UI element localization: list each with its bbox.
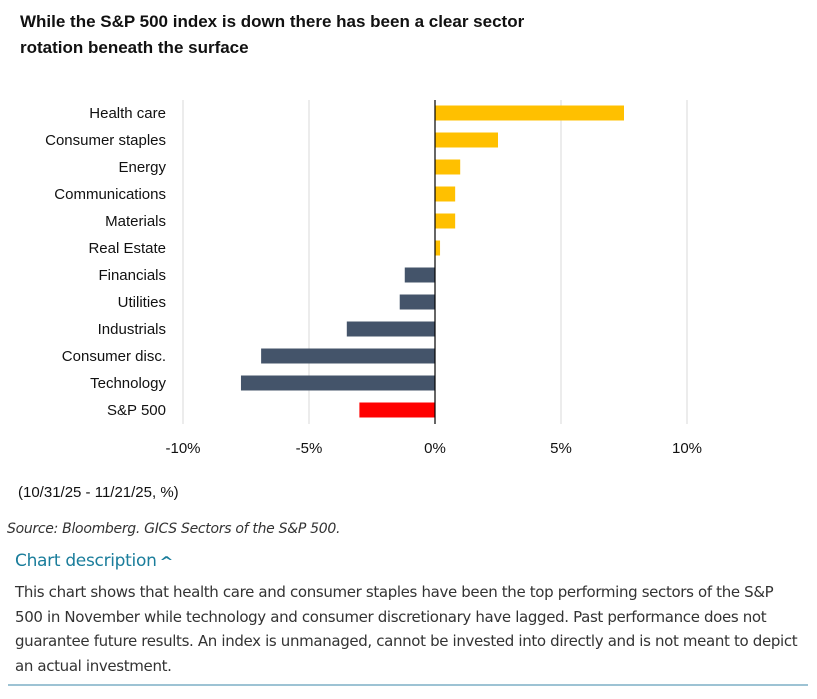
chevron-up-icon: ^ [158,555,173,570]
x-tick-label: 10% [672,440,702,457]
x-tick-label: -5% [296,440,323,457]
bar [435,105,624,121]
source-note: Source: Bloomberg. GICS Sectors of the S… [7,521,341,537]
category-label: Technology [90,375,166,392]
bar [435,186,456,202]
bar [399,294,435,310]
bar [435,159,461,175]
x-tick-label: -10% [165,440,200,457]
bar [240,375,435,391]
date-range-note: (10/31/25 - 11/21/25, %) [18,484,179,501]
category-label: Real Estate [88,240,166,257]
bar [435,240,441,256]
category-label: Communications [54,186,166,203]
bar [435,213,456,229]
category-label: Health care [89,105,166,122]
x-tick-label: 5% [550,440,572,457]
bar [261,348,435,364]
chart-title: While the S&P 500 index is down there ha… [20,12,525,57]
chart-description-toggle[interactable]: Chart description ^ [15,551,173,571]
category-label: Consumer staples [45,132,166,149]
chart-description-text: This chart shows that health care and co… [15,583,798,675]
bar [435,132,498,148]
category-label: Industrials [98,321,166,338]
x-tick-label: 0% [424,440,446,457]
category-label: S&P 500 [107,402,166,419]
category-label: Utilities [118,294,166,311]
bar [404,267,435,283]
chart-description-label: Chart description [15,551,157,571]
bar [359,402,435,418]
category-label: Materials [105,213,166,230]
bar-chart: -10% -5% 0% 5% 10% Health care Consumer staple… [45,100,702,457]
category-label: Energy [118,159,166,176]
category-label: Consumer disc. [62,348,166,365]
bar [346,321,435,337]
divider [8,684,808,686]
category-label: Financials [98,267,166,284]
